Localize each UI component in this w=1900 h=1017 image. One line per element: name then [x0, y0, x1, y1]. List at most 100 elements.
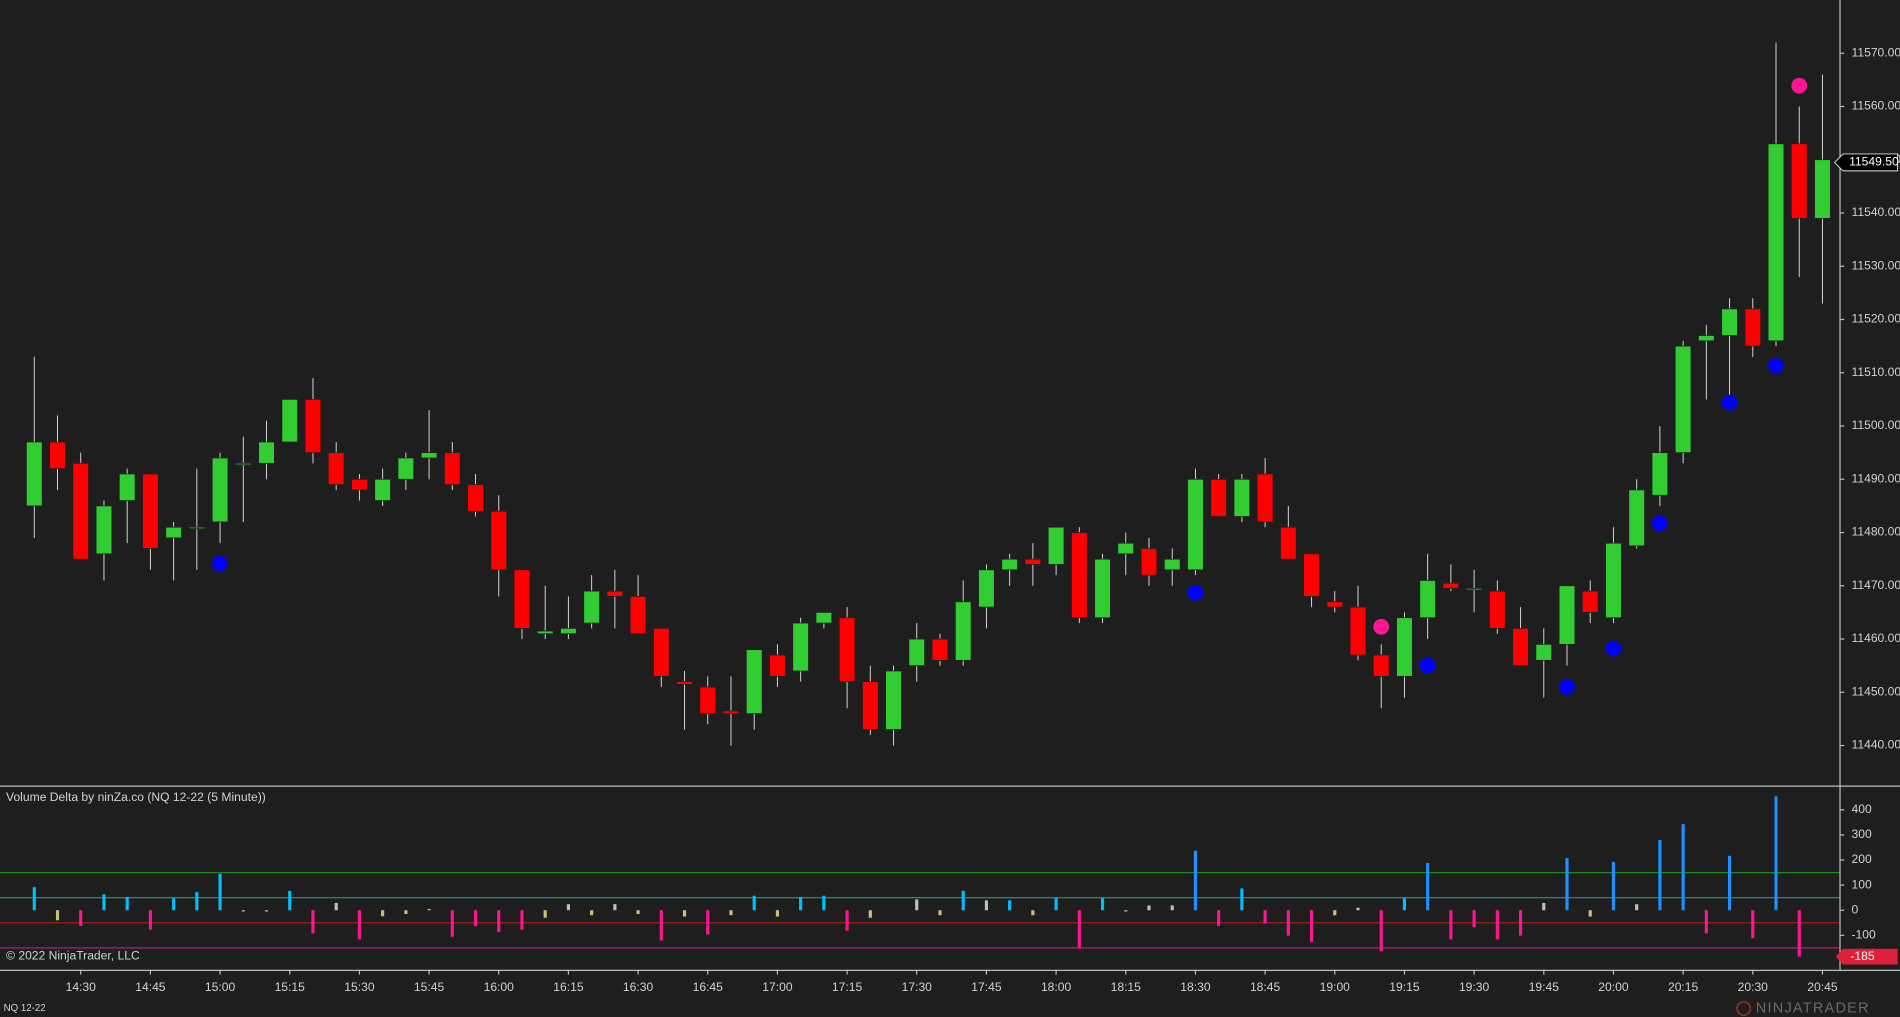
delta-bar	[1170, 905, 1174, 911]
delta-bar	[264, 910, 269, 912]
delta-bar	[79, 910, 83, 927]
x-tick-label: 17:15	[832, 980, 863, 994]
candle-body	[1814, 159, 1831, 219]
x-tick-label: 19:45	[1529, 980, 1560, 994]
delta-bar	[1008, 900, 1012, 911]
candle-body	[1512, 628, 1529, 667]
delta-bar	[799, 896, 803, 911]
y-tick-label: 11440.00	[1852, 738, 1900, 752]
delta-bar	[450, 910, 454, 937]
x-tick-label: 17:30	[902, 980, 933, 994]
delta-bar	[1542, 902, 1546, 911]
delta-bar	[729, 910, 733, 916]
x-tick-label: 14:30	[66, 980, 97, 994]
candle-body	[536, 630, 554, 635]
candle-body	[1140, 548, 1158, 576]
candle-body	[165, 526, 182, 539]
signal-dot	[1791, 77, 1808, 94]
candle-body	[1767, 143, 1785, 342]
delta-bar	[1518, 910, 1523, 936]
x-tick-label: 18:00	[1041, 980, 1072, 994]
candle-body	[1024, 558, 1042, 565]
candle-body	[838, 617, 856, 682]
delta-bar	[427, 908, 431, 911]
delta-bar	[868, 910, 872, 918]
candle-body	[1372, 654, 1390, 677]
y-tick-label: 11460.00	[1852, 631, 1900, 645]
delta-bar	[1217, 910, 1221, 927]
candle-body	[490, 510, 507, 571]
delta-bar	[334, 902, 338, 911]
delta-bar	[613, 904, 617, 911]
y-tick-label: -100	[1852, 928, 1876, 942]
delta-bar	[775, 910, 779, 917]
delta-bar	[1751, 910, 1755, 939]
signal-dot	[1187, 584, 1204, 601]
candle-body	[1071, 532, 1088, 619]
delta-bar	[125, 896, 129, 911]
candle-body	[1558, 585, 1576, 645]
delta-bar	[1402, 898, 1407, 911]
y-tick-label: 200	[1852, 852, 1872, 866]
candle-body	[281, 399, 298, 443]
x-tick-label: 20:45	[1807, 980, 1838, 994]
delta-bar	[752, 895, 756, 911]
candle-body	[908, 638, 926, 667]
candle-body	[351, 478, 368, 491]
last-value-label: -185	[1850, 949, 1874, 963]
delta-bar	[1774, 796, 1778, 911]
delta-bar	[1356, 907, 1360, 911]
x-tick-label: 17:00	[762, 980, 793, 994]
signal-dot	[1768, 357, 1784, 374]
candle-body	[420, 452, 438, 459]
candle-body	[397, 457, 415, 480]
x-tick-label: 18:30	[1180, 980, 1211, 994]
candle-body	[792, 622, 809, 672]
candle-body	[235, 462, 252, 466]
logo: NINJATRADER	[1756, 1000, 1870, 1016]
delta-bar	[1472, 910, 1476, 928]
delta-bar	[357, 910, 361, 940]
y-tick-label: 11450.00	[1852, 684, 1900, 698]
delta-bar	[845, 910, 849, 931]
candle-body	[954, 601, 972, 661]
copyright: © 2022 NinjaTrader, LLC	[6, 949, 140, 963]
x-tick-label: 16:30	[623, 980, 654, 994]
candle-body	[1303, 553, 1320, 597]
y-tick-label: 11470.00	[1852, 578, 1900, 592]
candle-body	[467, 484, 484, 512]
candle-body	[1698, 335, 1715, 342]
candle-body	[560, 628, 577, 635]
candle-body	[1419, 580, 1436, 619]
delta-bar	[1100, 898, 1105, 911]
candle-body	[1535, 643, 1553, 661]
x-tick-label: 15:30	[344, 980, 375, 994]
last-value-marker	[1835, 948, 1898, 965]
candle-body	[699, 686, 716, 714]
y-tick-label: 11510.00	[1852, 365, 1900, 379]
candle-body	[676, 681, 693, 685]
delta-bar	[1286, 910, 1290, 936]
delta-bar	[520, 910, 524, 930]
delta-bar	[1124, 910, 1128, 912]
delta-bar	[566, 904, 570, 911]
x-tick-label: 19:15	[1389, 980, 1420, 994]
delta-bar	[543, 910, 547, 918]
delta-bar	[1193, 850, 1198, 911]
y-tick-label: 11480.00	[1852, 525, 1900, 539]
last-price-marker	[1833, 153, 1899, 172]
x-tick-label: 19:30	[1459, 980, 1490, 994]
candle-body	[1047, 526, 1065, 565]
candle-body	[304, 399, 322, 454]
delta-bar	[1333, 910, 1337, 916]
candle-body	[1117, 542, 1135, 555]
y-tick-label: 11560.00	[1852, 99, 1900, 113]
delta-bar	[682, 910, 687, 917]
signal-dot	[1652, 515, 1668, 532]
delta-bar	[404, 910, 408, 914]
delta-bar	[381, 910, 385, 917]
x-tick-label: 16:15	[553, 980, 584, 994]
delta-bar	[1727, 855, 1732, 911]
candle-body	[1187, 478, 1204, 571]
